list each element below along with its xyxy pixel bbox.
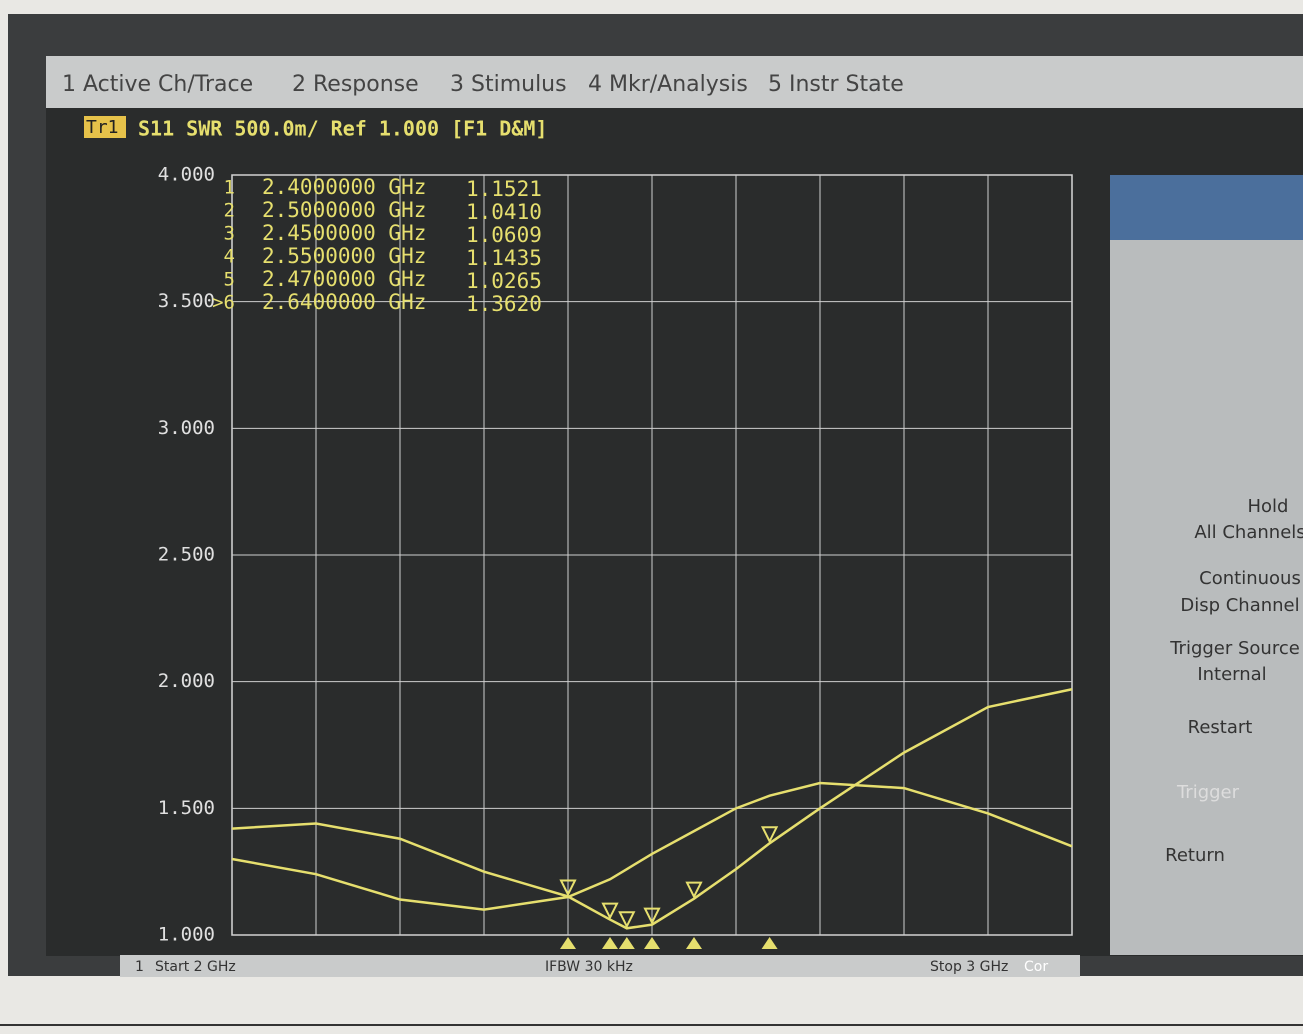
- display: [46, 56, 1303, 956]
- y-tick-label: 4.000: [158, 164, 215, 186]
- status-text: 1: [135, 959, 144, 975]
- y-tick-label: 1.500: [158, 797, 215, 819]
- marker-value: 1.3620: [466, 292, 542, 316]
- marker-name: 3: [224, 223, 235, 245]
- marker-value: 1.1435: [466, 246, 542, 270]
- marker: [618, 911, 636, 929]
- trace: [231, 781, 1073, 911]
- marker: [685, 881, 703, 899]
- marker-frequency: 2.5500000 GHz: [262, 244, 426, 268]
- softkey-label[interactable]: Trigger Source: [1169, 638, 1300, 659]
- softkey-label[interactable]: Hold: [1248, 496, 1289, 517]
- y-tick-label: 1.000: [158, 924, 215, 946]
- marker-frequency: 2.4000000 GHz: [262, 175, 426, 199]
- marker-frequency: 2.4500000 GHz: [262, 221, 426, 245]
- status-text: Stop 3 GHz: [930, 959, 1008, 975]
- marker-foot: [761, 937, 778, 949]
- marker-foot: [618, 937, 635, 949]
- marker-value: 1.0609: [466, 223, 542, 247]
- marker-frequency: 2.4700000 GHz: [262, 267, 426, 291]
- menu-item[interactable]: 5 Instr State: [768, 72, 904, 97]
- marker-name: 5: [224, 269, 235, 291]
- marker-frequency: 2.6400000 GHz: [262, 290, 426, 314]
- marker-foot: [686, 937, 702, 949]
- status-text: Cor: [1024, 959, 1048, 975]
- softkey-label[interactable]: Internal: [1197, 664, 1266, 685]
- softkey-label[interactable]: Return: [1165, 845, 1225, 866]
- softkey-label[interactable]: All Channels: [1194, 522, 1303, 543]
- marker-foot: [560, 937, 576, 949]
- menu-item[interactable]: 3 Stimulus: [450, 72, 567, 97]
- trace-tag: Tr1: [86, 117, 119, 138]
- y-tick-label: 2.500: [158, 544, 215, 566]
- marker-name: 1: [224, 177, 235, 199]
- status-text: Start 2 GHz: [155, 959, 236, 975]
- marker: [643, 907, 661, 925]
- softkey-panel: [1110, 175, 1303, 955]
- menu-item[interactable]: 1 Active Ch/Trace: [62, 72, 253, 97]
- menu-item[interactable]: 2 Response: [292, 72, 419, 97]
- softkey-label[interactable]: Restart: [1188, 717, 1253, 738]
- menu-bar: [46, 56, 1303, 108]
- marker-name: 4: [224, 246, 235, 268]
- menu-item[interactable]: 4 Mkr/Analysis: [588, 72, 748, 97]
- marker-frequency: 2.5000000 GHz: [262, 198, 426, 222]
- softkey-label[interactable]: Trigger: [1176, 782, 1240, 803]
- softkey-label[interactable]: Disp Channel: [1180, 595, 1299, 616]
- trace-tag-bg: [84, 116, 126, 138]
- marker-foot: [644, 937, 660, 949]
- y-tick-label: 3.000: [158, 417, 215, 439]
- marker: [601, 902, 619, 920]
- y-tick-label: 3.500: [158, 290, 215, 312]
- marker-name: 2: [224, 200, 235, 222]
- status-bar: [120, 955, 1080, 977]
- marker-value: 1.0265: [466, 269, 542, 293]
- marker-value: 1.0410: [466, 200, 542, 224]
- softkey-label[interactable]: Continuous: [1199, 568, 1301, 589]
- trace-header: S11 SWR 500.0m/ Ref 1.000 [F1 D&M]: [138, 117, 547, 141]
- softkey-title: [1110, 175, 1303, 240]
- marker: [760, 826, 779, 844]
- status-text: IFBW 30 kHz: [545, 959, 633, 975]
- y-tick-label: 2.000: [158, 670, 215, 692]
- marker-value: 1.1521: [466, 177, 542, 201]
- marker: [559, 879, 577, 897]
- marker-name: >6: [212, 292, 235, 314]
- marker-foot: [602, 937, 618, 949]
